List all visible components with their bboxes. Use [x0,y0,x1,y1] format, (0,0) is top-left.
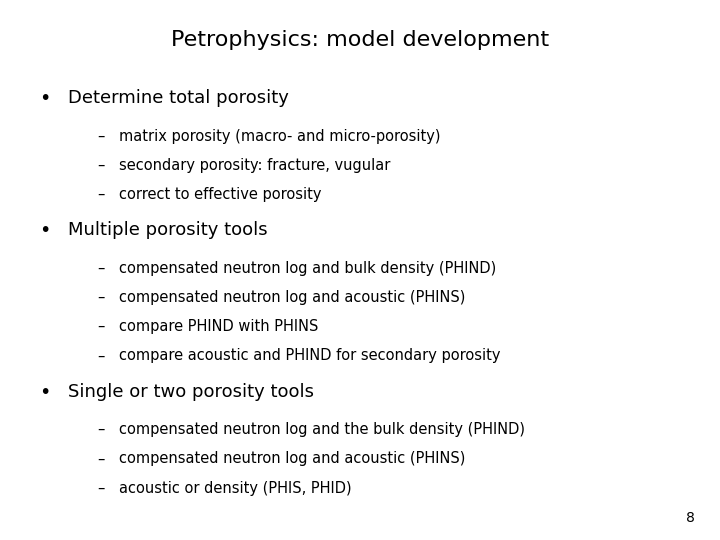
Text: 8: 8 [686,511,695,525]
Text: Determine total porosity: Determine total porosity [68,89,289,107]
Text: –: – [97,187,104,202]
Text: compensated neutron log and acoustic (PHINS): compensated neutron log and acoustic (PH… [119,290,465,305]
Text: compensated neutron log and bulk density (PHIND): compensated neutron log and bulk density… [119,261,496,276]
Text: –: – [97,451,104,467]
Text: –: – [97,319,104,334]
Text: –: – [97,481,104,496]
Text: –: – [97,422,104,437]
Text: correct to effective porosity: correct to effective porosity [119,187,321,202]
Text: compensated neutron log and acoustic (PHINS): compensated neutron log and acoustic (PH… [119,451,465,467]
Text: –: – [97,129,104,144]
Text: –: – [97,348,104,363]
Text: –: – [97,261,104,276]
Text: secondary porosity: fracture, vugular: secondary porosity: fracture, vugular [119,158,390,173]
Text: Single or two porosity tools: Single or two porosity tools [68,383,315,401]
Text: Petrophysics: model development: Petrophysics: model development [171,30,549,50]
Text: •: • [40,221,51,240]
Text: Multiple porosity tools: Multiple porosity tools [68,221,268,239]
Text: acoustic or density (PHIS, PHID): acoustic or density (PHIS, PHID) [119,481,351,496]
Text: compare acoustic and PHIND for secondary porosity: compare acoustic and PHIND for secondary… [119,348,500,363]
Text: matrix porosity (macro- and micro-porosity): matrix porosity (macro- and micro-porosi… [119,129,441,144]
Text: •: • [40,89,51,108]
Text: –: – [97,158,104,173]
Text: compensated neutron log and the bulk density (PHIND): compensated neutron log and the bulk den… [119,422,525,437]
Text: compare PHIND with PHINS: compare PHIND with PHINS [119,319,318,334]
Text: –: – [97,290,104,305]
Text: •: • [40,383,51,402]
